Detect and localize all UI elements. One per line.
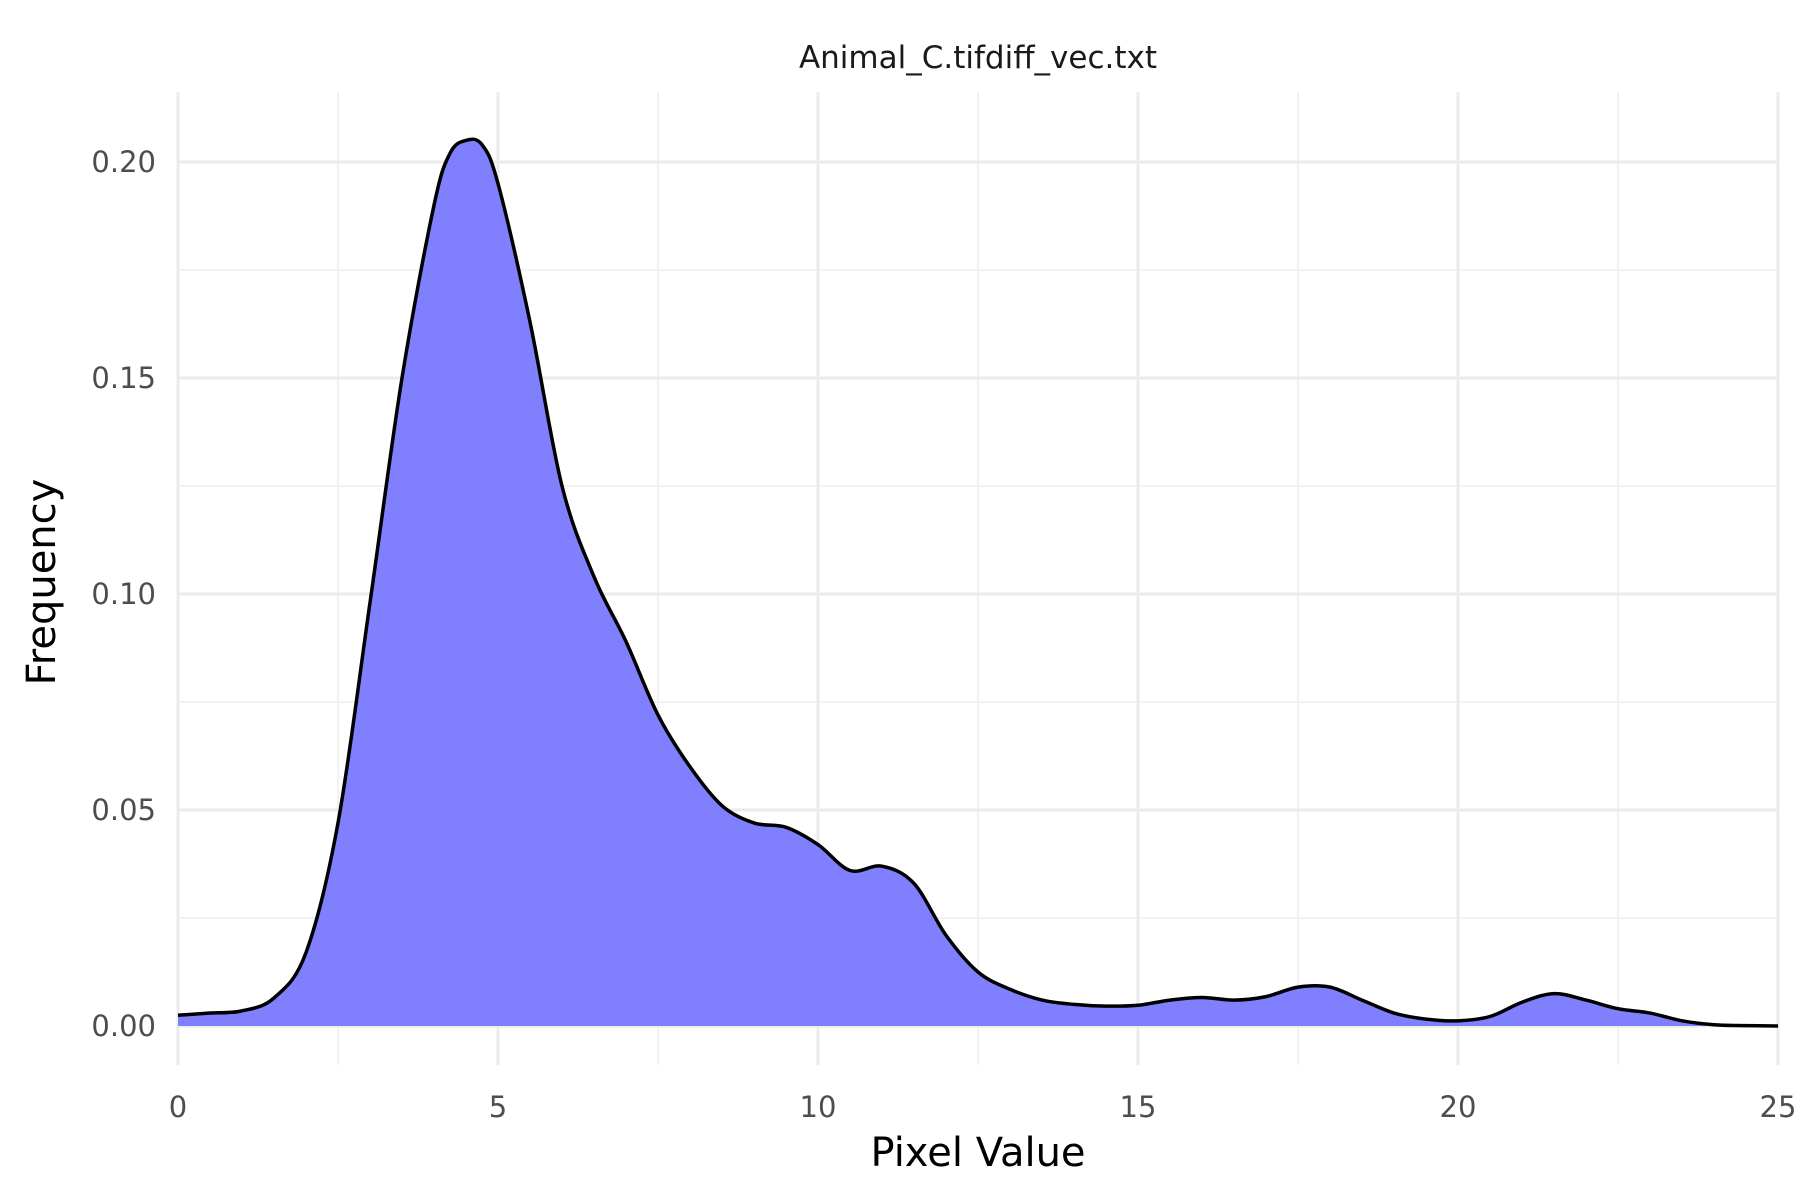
x-tick-label: 15: [1120, 1090, 1157, 1124]
y-axis-ticks: 0.00 0.05 0.10 0.15 0.20: [91, 145, 156, 1043]
x-tick-label: 20: [1440, 1090, 1477, 1124]
y-tick-label: 0.10: [91, 577, 156, 611]
x-axis-ticks: 0 5 10 15 20 25: [169, 1090, 1797, 1124]
x-tick-label: 0: [169, 1090, 187, 1124]
density-area: [178, 139, 1778, 1026]
y-axis-title: Frequency: [19, 479, 65, 686]
density-marks: [177, 137, 1779, 1028]
density-line: [177, 137, 1779, 1028]
chart-title: Animal_C.tifdiff_vec.txt: [799, 40, 1157, 76]
y-tick-label: 0.00: [91, 1009, 156, 1043]
y-tick-label: 0.15: [91, 361, 156, 395]
x-tick-label: 5: [489, 1090, 507, 1124]
x-tick-label: 10: [800, 1090, 837, 1124]
y-tick-label: 0.05: [91, 793, 156, 827]
x-tick-label: 25: [1760, 1090, 1797, 1124]
x-axis-title: Pixel Value: [870, 1130, 1085, 1176]
y-tick-label: 0.20: [91, 145, 156, 179]
